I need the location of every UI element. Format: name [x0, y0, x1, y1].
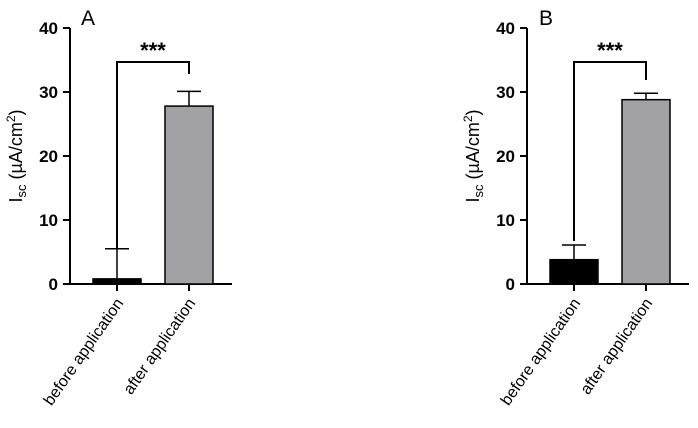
- panel-a-significance-bracket: [116, 61, 190, 249]
- panel-b-y-tick-label-0: 0: [506, 275, 515, 294]
- panel-b-y-tick-label-40: 40: [496, 19, 515, 38]
- panel-a-x-label-after: after application: [121, 296, 200, 398]
- panel-b-y-tick-label-30: 30: [496, 83, 515, 102]
- panel-b: B Isc (µA/cm2) 0 10 20 30 40 *** before: [461, 7, 689, 409]
- panel-a-y-ticks: [63, 27, 70, 285]
- panel-a-y-tick-labels: 0 10 20 30 40: [39, 19, 58, 294]
- panel-a-bar-after: [164, 105, 214, 285]
- panel-b-y-tick-label-10: 10: [496, 211, 515, 230]
- panel-b-significance-bracket: [573, 61, 647, 241]
- panel-a-x-label-before: before application: [41, 296, 127, 409]
- panel-a: A Isc (µA/cm2) 0 10 20 30 40: [4, 7, 232, 409]
- panel-b-bar-after: [621, 98, 671, 285]
- panel-b-y-tick-labels: 0 10 20 30 40: [496, 19, 515, 294]
- panel-b-significance-stars: ***: [597, 38, 623, 63]
- panel-a-y-tick-label-40: 40: [39, 19, 58, 38]
- panel-b-y-tick-label-20: 20: [496, 147, 515, 166]
- panel-a-y-tick-label-10: 10: [39, 211, 58, 230]
- panel-b-y-ticks: [520, 27, 527, 285]
- panel-a-significance-stars: ***: [140, 38, 166, 63]
- panel-a-y-tick-label-0: 0: [49, 275, 58, 294]
- panel-a-label: A: [81, 7, 95, 30]
- panel-b-bar-before: [549, 258, 599, 285]
- panel-a-y-tick-label-20: 20: [39, 147, 58, 166]
- panel-b-x-label-before: before application: [498, 296, 584, 409]
- panel-b-x-label-after: after application: [578, 296, 657, 398]
- panel-a-y-axis-label: Isc (µA/cm2): [4, 109, 29, 202]
- panel-b-label: B: [539, 7, 553, 30]
- panel-b-y-axis-label: Isc (µA/cm2): [461, 109, 486, 202]
- panel-a-y-tick-label-30: 30: [39, 83, 58, 102]
- panel-a-bar-before: [92, 278, 142, 285]
